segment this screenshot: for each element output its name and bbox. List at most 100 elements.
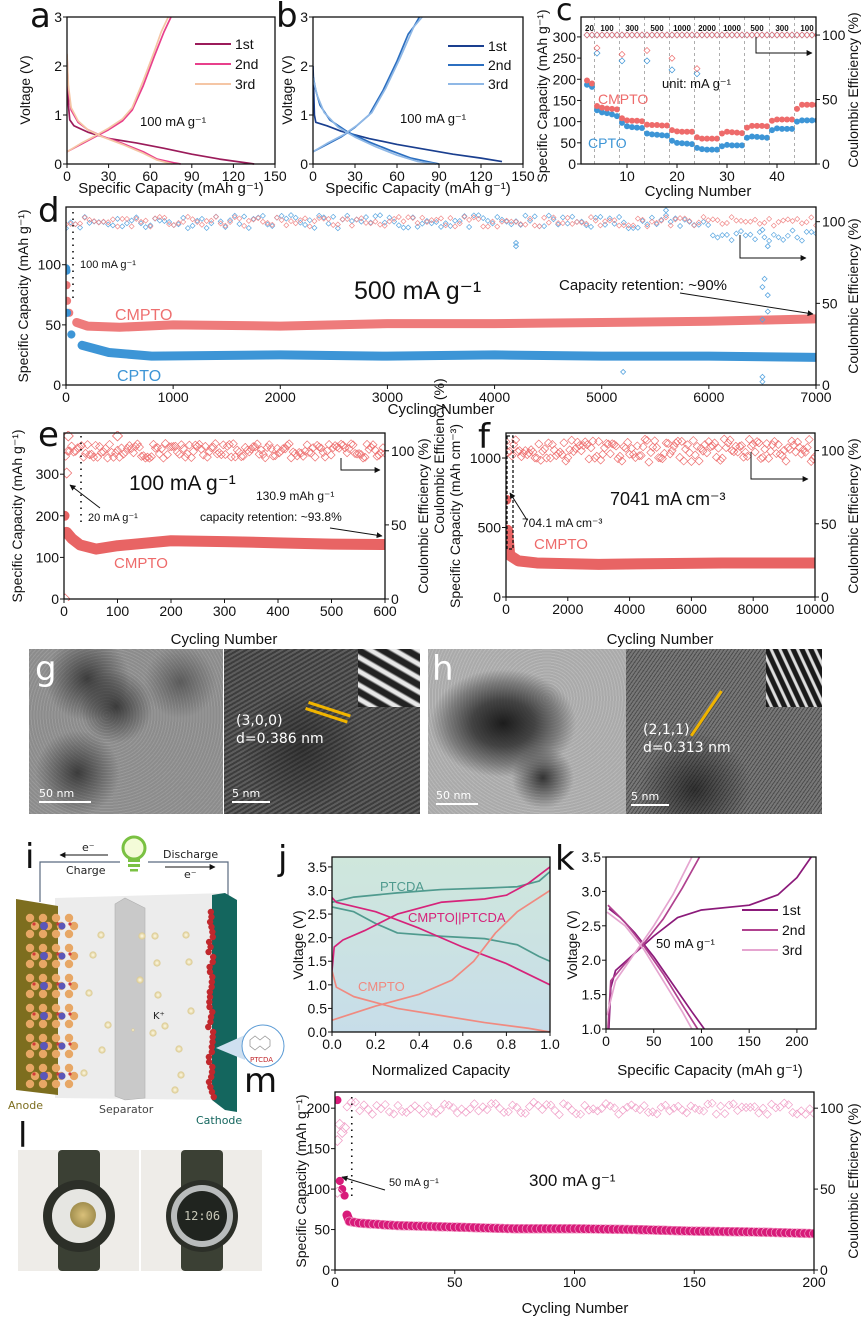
y2-tick-label: 0 — [822, 156, 830, 172]
capacity-point-cpto — [809, 117, 815, 124]
ce-point-cmpto-ce — [372, 451, 382, 461]
ce-point-cpto-ce — [564, 220, 571, 227]
ce-point-cmpto-ce — [564, 214, 571, 221]
k-ion — [161, 1022, 169, 1030]
y-tick-label: 2.0 — [582, 952, 602, 968]
ce-point-cmpto-ce — [522, 221, 529, 228]
ce-point-cpto-ce — [597, 213, 604, 220]
ce-point-cmpto-ce — [161, 214, 168, 221]
ce-point-cmpto-ce — [802, 442, 812, 452]
ce-point-cmpto-ce — [725, 435, 735, 445]
ce-point-cmpto-ce — [297, 217, 304, 224]
ce-point-cmpto-ce — [318, 447, 328, 457]
plot-area — [506, 434, 815, 570]
ce-point-cmpto-ce — [269, 221, 276, 228]
ce-point-cpto-ce — [606, 215, 613, 222]
label-k-ion: K⁺ — [153, 1011, 165, 1022]
ce-point-cpto-ce — [114, 215, 121, 222]
atom — [25, 1019, 35, 1029]
k-ion — [187, 1007, 195, 1015]
ce-point-cmpto-ce — [330, 222, 337, 229]
ce-point-cpto-ce — [198, 215, 205, 222]
x-axis-title: Specific Capacity (mAh g⁻¹) — [325, 180, 510, 197]
data-point-capacity — [340, 1191, 349, 1200]
ce-point-cmpto-ce — [248, 442, 258, 452]
ce-point-ce — [525, 1102, 535, 1112]
ce-point-cmpto-ce — [342, 448, 352, 458]
ce-point-ce — [575, 1109, 585, 1119]
curve-3rd — [313, 16, 423, 153]
atom — [25, 1033, 35, 1043]
x-tick-label: 90 — [431, 168, 447, 184]
ce-point-cmpto-ce — [690, 450, 700, 460]
ce-point-cpto-ce — [414, 223, 421, 230]
ce-point-cmpto-ce — [156, 214, 163, 221]
ce-point-cmpto-ce — [794, 215, 801, 222]
ce-point-cmpto-ce — [326, 450, 336, 460]
x-tick-label: 0.6 — [453, 1036, 473, 1052]
capacity-point-cpto — [674, 139, 680, 146]
label-electron-left: e⁻ — [82, 841, 95, 854]
capacity-point-cpto — [744, 134, 750, 141]
ce-point-cmpto-ce — [607, 439, 617, 449]
ce-point-cpto-ce — [381, 219, 388, 226]
atom — [51, 1063, 61, 1073]
curve-2nd — [607, 856, 701, 1030]
ce-point-cmpto-ce — [272, 444, 282, 454]
ce-point-cmpto-ce — [550, 214, 557, 221]
ce-point-ce — [512, 1102, 522, 1112]
x-tick-label: 0.8 — [497, 1036, 517, 1052]
y-tick-label: 2 — [300, 58, 308, 74]
plot-frame — [331, 856, 551, 1033]
y2-axis-title: Coulombic Efficiency (%) — [845, 438, 861, 593]
y-tick-label: 150 — [307, 1141, 331, 1157]
ce-outlier-cmpto-ce — [64, 467, 73, 479]
x-tick-label: 0 — [309, 168, 317, 184]
ce-point-cmpto — [678, 31, 686, 39]
ce-point-cmpto-ce — [198, 221, 205, 228]
y-tick-label: 150 — [553, 92, 577, 108]
k-ion — [149, 1029, 157, 1037]
particle — [205, 948, 212, 956]
ce-point-ce — [609, 1103, 619, 1113]
particle — [208, 1073, 215, 1081]
ce-point-cpto-ce — [156, 217, 163, 224]
ce-point-cmpto-ce — [168, 442, 178, 452]
ce-point-ce — [393, 1101, 403, 1111]
capacity-point-cpto — [599, 109, 605, 116]
ce-point-cmpto-ce — [628, 449, 638, 459]
ce-point-cpto-ce — [466, 223, 473, 230]
ce-point-ce — [631, 1103, 641, 1113]
atom — [25, 1049, 35, 1059]
ce-point-cmpto — [793, 31, 801, 39]
ce-outlier-ce — [336, 1126, 348, 1139]
atom — [25, 913, 35, 923]
ce-point-cmpto-ce — [202, 452, 212, 462]
ce-point-ce — [571, 1109, 581, 1119]
atom — [51, 1003, 61, 1013]
ce-point-cmpto-ce — [717, 453, 727, 463]
ce-point-cpto-ce — [738, 228, 744, 235]
x-tick-label: 500 — [320, 603, 344, 619]
rate-pointer-arrow — [69, 484, 101, 509]
data-point-cmpto-capacity — [75, 539, 86, 550]
ce-point-cmpto-ce — [184, 440, 194, 450]
ce-point-ce — [350, 1097, 360, 1107]
ce-point-cmpto-ce — [138, 218, 144, 225]
ce-point-cpto-ce — [719, 232, 726, 239]
ce-point-ce — [601, 1099, 611, 1109]
ce-point-cmpto-ce — [162, 450, 172, 460]
ce-point-cpto-ce — [227, 217, 234, 224]
ce-point-cmpto-ce — [189, 216, 196, 223]
atom — [58, 922, 66, 930]
atom — [51, 1049, 61, 1059]
ce-point-cmpto — [593, 31, 601, 39]
y2-axis-title: Coulombic Efficiency (%) — [415, 438, 431, 593]
ce-point-cpto-ce — [752, 236, 759, 243]
capacity-point-cpto — [649, 131, 655, 138]
capacity-point-cpto — [619, 119, 625, 126]
annotation: PTCDA — [380, 879, 424, 894]
ce-point-cmpto-ce — [380, 448, 385, 458]
rate-label: 1000 — [723, 24, 741, 33]
ce-point-cmpto-ce — [793, 437, 803, 447]
